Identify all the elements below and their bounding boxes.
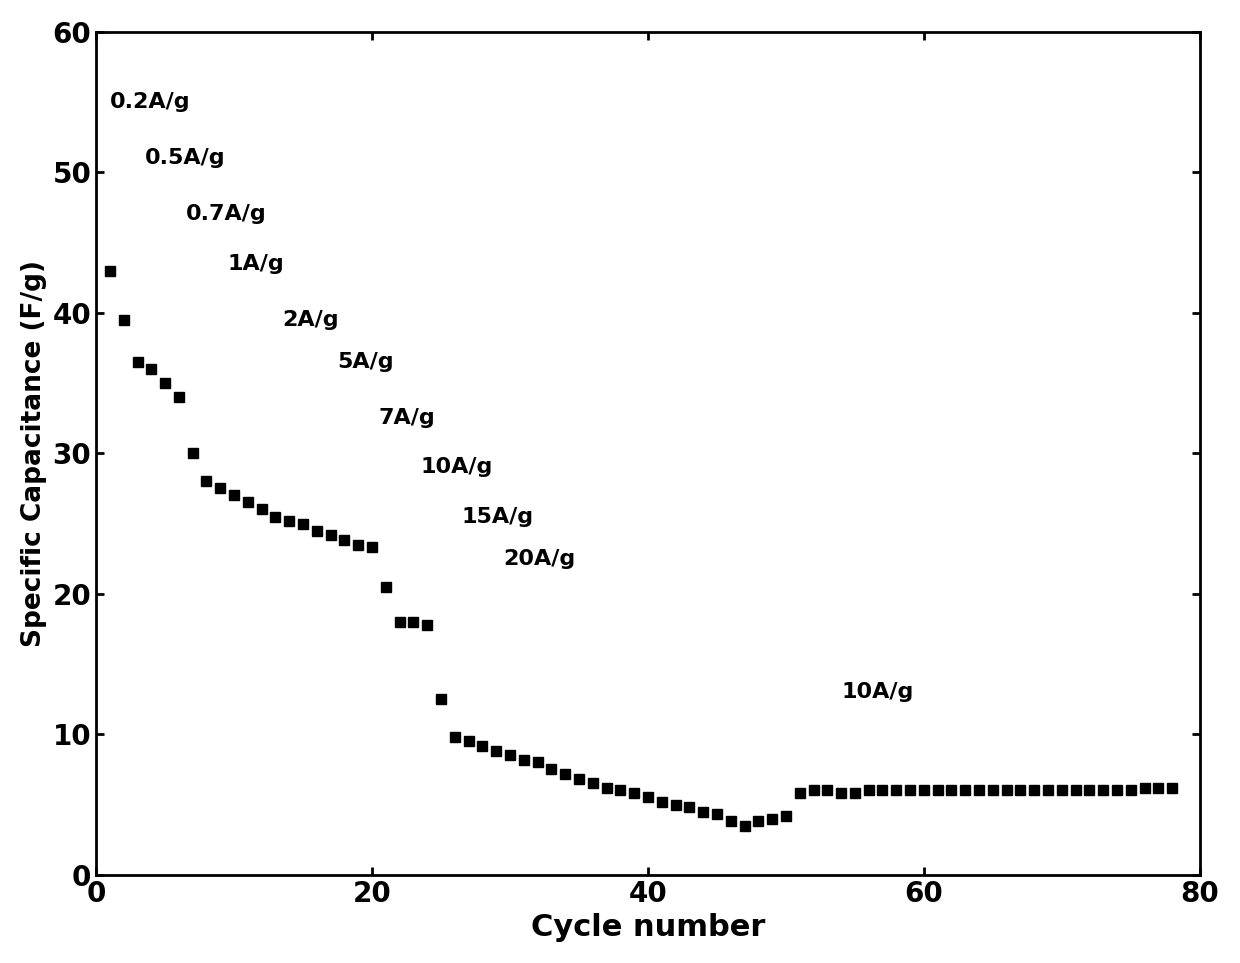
Text: 20A/g: 20A/g: [503, 549, 575, 569]
Text: 5A/g: 5A/g: [337, 351, 394, 372]
Text: 15A/g: 15A/g: [461, 507, 534, 527]
Text: 2A/g: 2A/g: [283, 310, 339, 330]
Text: 10A/g: 10A/g: [841, 682, 914, 702]
Text: 0.2A/g: 0.2A/g: [110, 92, 191, 112]
Text: 1A/g: 1A/g: [227, 253, 284, 273]
Text: 0.7A/g: 0.7A/g: [186, 204, 267, 224]
Text: 7A/g: 7A/g: [379, 408, 435, 429]
Text: 0.5A/g: 0.5A/g: [144, 148, 224, 169]
Text: 10A/g: 10A/g: [420, 457, 492, 478]
Y-axis label: Specific Capacitance (F/g): Specific Capacitance (F/g): [21, 260, 47, 647]
X-axis label: Cycle number: Cycle number: [531, 913, 765, 942]
